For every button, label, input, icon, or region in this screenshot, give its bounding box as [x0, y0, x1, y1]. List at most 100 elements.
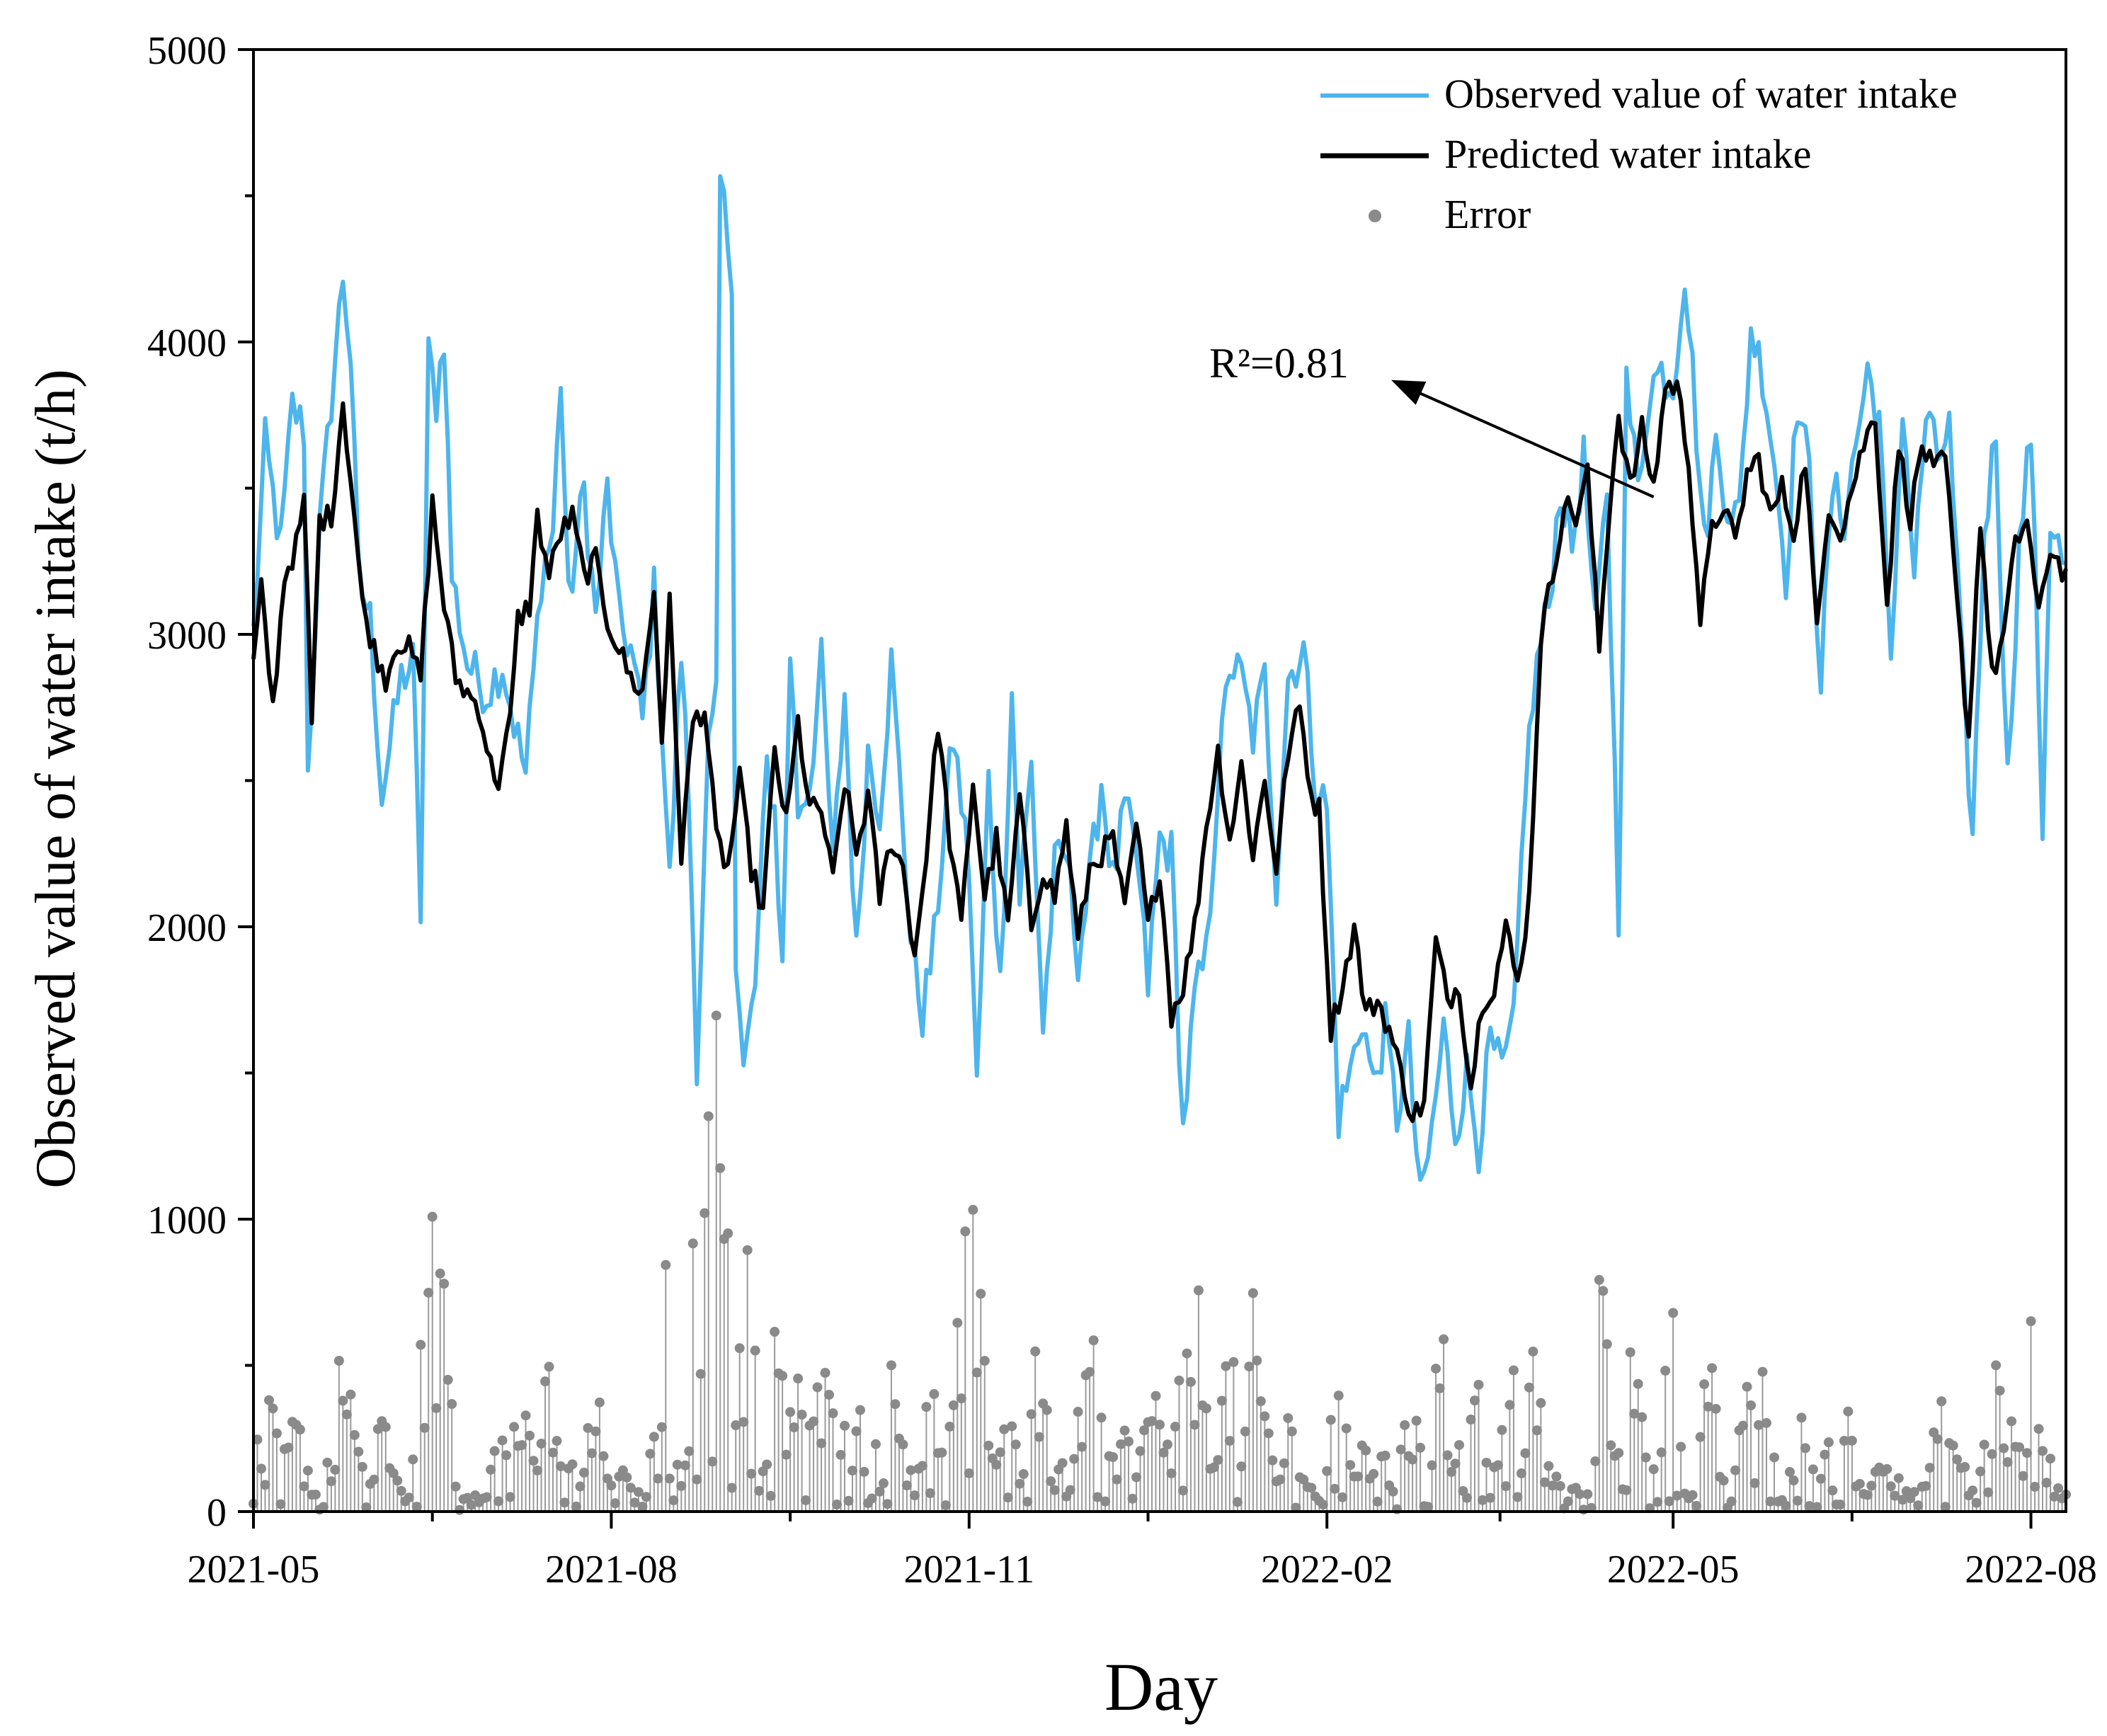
error-point [1096, 1412, 1107, 1423]
error-point [275, 1499, 286, 1509]
error-point [1547, 1480, 1558, 1491]
error-point [1116, 1439, 1126, 1449]
r-squared-text: R²=0.81 [1209, 340, 1349, 387]
error-point [715, 1163, 726, 1173]
error-point [843, 1495, 854, 1506]
error-point [396, 1485, 406, 1496]
error-point [672, 1459, 683, 1470]
error-point [1660, 1366, 1671, 1376]
error-point [653, 1473, 663, 1484]
error-point [711, 1010, 721, 1021]
error-point [1034, 1432, 1044, 1442]
error-point [1337, 1492, 1348, 1502]
error-point [2049, 1491, 2060, 1502]
error-point [419, 1422, 430, 1433]
error-point [1808, 1464, 1818, 1475]
error-point [1439, 1334, 1449, 1344]
error-point [1765, 1496, 1776, 1507]
error-point [256, 1463, 266, 1474]
error-point [801, 1495, 811, 1505]
error-point [1582, 1489, 1593, 1500]
legend-error-label: Error [1444, 191, 1531, 237]
error-point [404, 1492, 414, 1503]
error-point [1924, 1463, 1935, 1473]
error-point [1353, 1471, 1364, 1482]
error-point [1823, 1437, 1834, 1448]
error-point [1322, 1466, 1332, 1476]
error-point [1030, 1346, 1041, 1357]
error-point [520, 1410, 531, 1421]
error-point [1177, 1485, 1188, 1496]
error-point [859, 1466, 869, 1477]
error-point [2038, 1446, 2048, 1456]
error-point [684, 1446, 695, 1456]
error-point [1629, 1408, 1640, 1419]
error-point [583, 1422, 593, 1433]
error-point [1236, 1461, 1247, 1472]
error-point [1664, 1496, 1674, 1507]
error-point [544, 1361, 554, 1372]
error-point [1477, 1495, 1488, 1505]
error-point [878, 1478, 889, 1489]
y-tick-label: 1000 [147, 1199, 227, 1243]
error-point [271, 1428, 282, 1439]
error-point [299, 1481, 309, 1492]
error-point [447, 1399, 457, 1410]
error-point [1656, 1447, 1667, 1458]
error-point [361, 1502, 372, 1512]
error-point [680, 1460, 690, 1471]
error-point [1446, 1467, 1457, 1478]
error-point [1640, 1452, 1651, 1463]
error-point [1936, 1396, 1947, 1407]
error-point [812, 1382, 823, 1393]
error-point [1843, 1406, 1854, 1417]
error-point [700, 1208, 710, 1218]
error-point [781, 1449, 792, 1460]
error-point [629, 1497, 640, 1508]
error-point [622, 1472, 632, 1483]
x-tick-label: 2021-05 [188, 1548, 320, 1592]
error-point [1049, 1485, 1060, 1495]
error-point [341, 1409, 352, 1420]
error-point [1434, 1383, 1445, 1393]
error-point [1209, 1462, 1219, 1473]
error-point [338, 1395, 348, 1406]
error-point [1481, 1457, 1492, 1468]
error-point [1216, 1395, 1227, 1406]
error-point [991, 1459, 1002, 1470]
error-point [1100, 1496, 1111, 1507]
error-point [1897, 1495, 1908, 1505]
error-point [1940, 1502, 1951, 1512]
error-point [1286, 1426, 1297, 1437]
error-point [1119, 1425, 1130, 1436]
error-point [1131, 1472, 1142, 1483]
error-point [731, 1420, 741, 1431]
error-point [1971, 1497, 1982, 1508]
error-point [1854, 1478, 1865, 1489]
error-point [1512, 1492, 1523, 1502]
error-point [1707, 1363, 1718, 1374]
error-point [1041, 1405, 1052, 1415]
error-point [641, 1492, 651, 1502]
error-point [625, 1483, 636, 1493]
error-point [1263, 1428, 1274, 1439]
error-point [835, 1449, 846, 1460]
error-point [1652, 1497, 1663, 1507]
error-series [253, 1015, 2067, 1512]
error-point [1781, 1500, 1791, 1511]
error-point [610, 1498, 620, 1509]
error-point [1026, 1409, 1037, 1420]
error-point [1913, 1500, 1924, 1511]
error-point [1069, 1454, 1080, 1464]
error-point [318, 1502, 329, 1512]
error-point [633, 1487, 644, 1497]
error-point [333, 1355, 344, 1366]
y-tick-label: 4000 [147, 321, 227, 365]
error-point [1788, 1475, 1799, 1486]
error-point [925, 1487, 935, 1498]
error-point [1232, 1497, 1243, 1507]
error-point [1492, 1460, 1503, 1471]
error-point [1742, 1381, 1752, 1392]
error-point [1193, 1285, 1204, 1296]
error-point [793, 1374, 804, 1384]
